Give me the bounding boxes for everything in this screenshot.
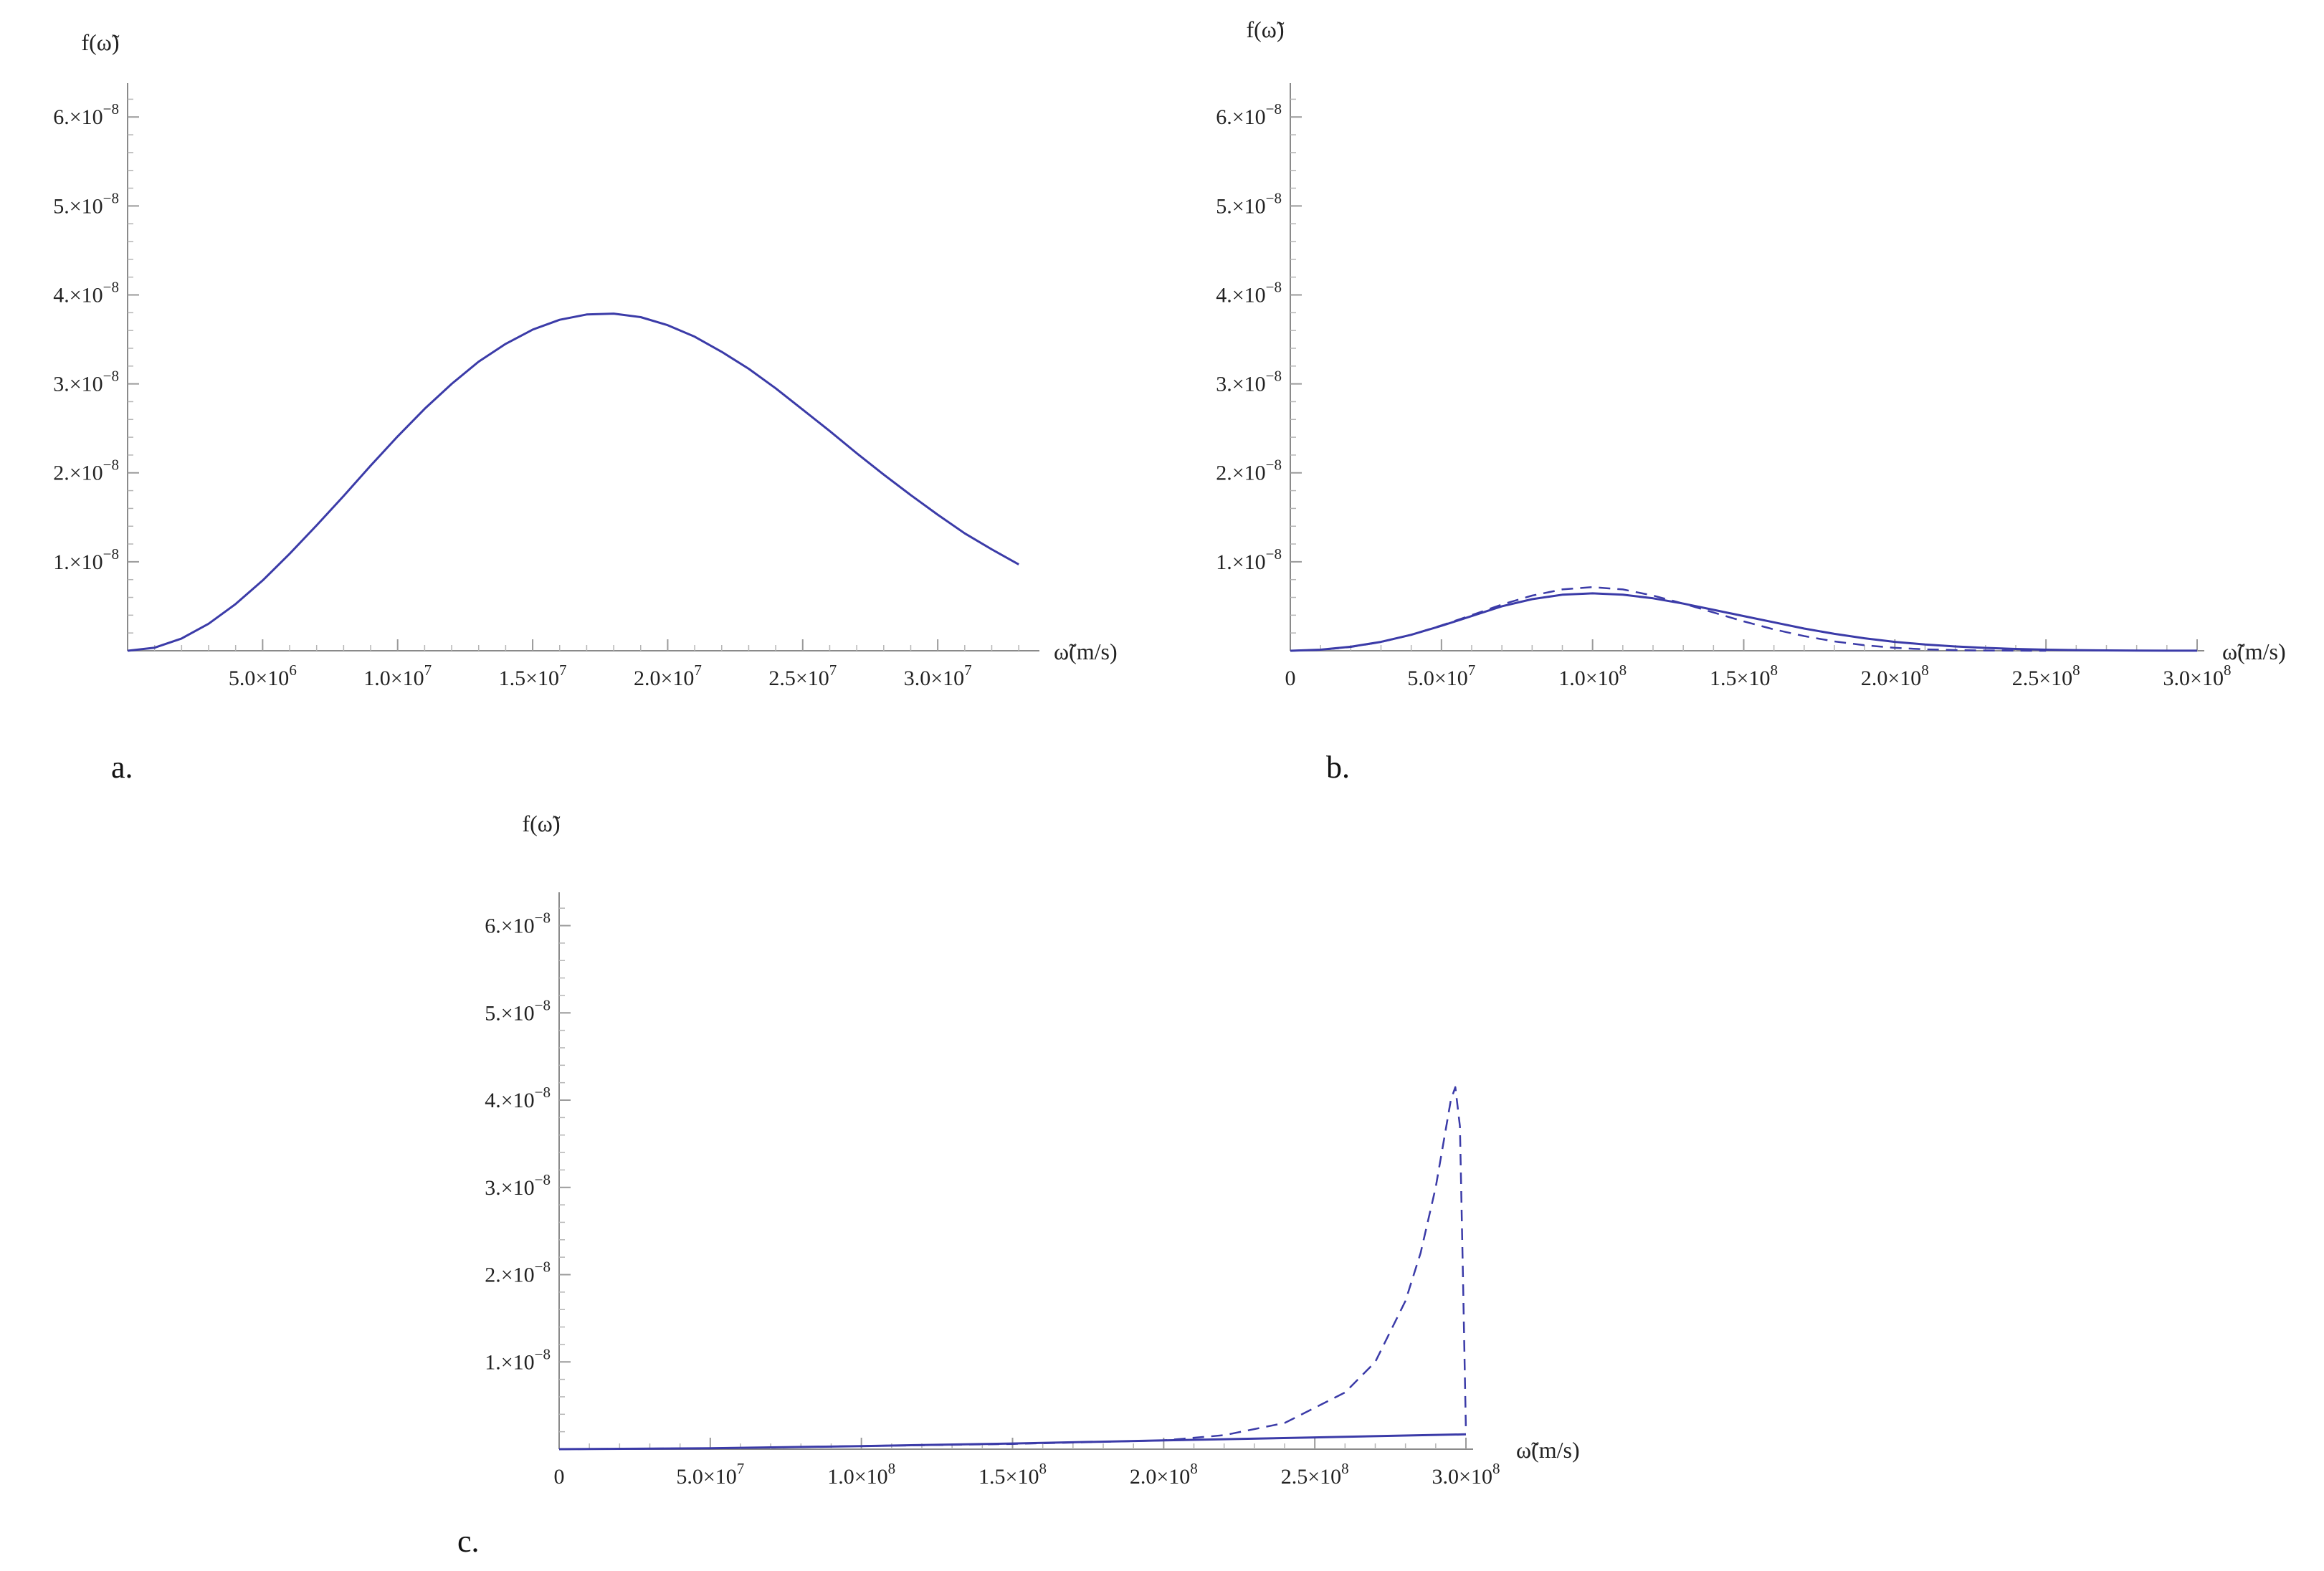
panel-label: c. [457, 1524, 480, 1559]
panel-label: a. [111, 750, 133, 785]
y-tick-label: 6.×10−8 [1216, 100, 1282, 129]
series-line-dashed [1290, 586, 2047, 652]
x-tick-label: 2.5×108 [2012, 662, 2080, 690]
series-line-solid [127, 312, 1019, 652]
y-axis-label: f(ω̃) [1246, 16, 1284, 42]
x-axis-label: ω̃(m/s) [2222, 639, 2286, 664]
y-tick-label: 3.×10−8 [53, 368, 119, 396]
x-tick-label: 3.0×108 [2163, 662, 2232, 690]
x-axis-label: ω̃(m/s) [1516, 1437, 1580, 1463]
x-tick-label: 1.0×107 [363, 662, 432, 690]
x-tick-label: 1.5×108 [1710, 662, 1778, 690]
x-tick-label: 2.0×108 [1861, 662, 1929, 690]
x-tick-label: 1.5×107 [499, 662, 567, 690]
chart-b: 1.×10−8 2.×10−8 3.×10−8 4.×10−8 5.×10−8 6.×10… [1216, 16, 2286, 785]
x-tick-label: 1.0×108 [1558, 662, 1627, 690]
x-tick-label: 3.0×108 [1432, 1460, 1500, 1489]
y-tick-label: 2.×10−8 [485, 1259, 551, 1287]
y-tick-label: 4.×10−8 [1216, 278, 1282, 307]
y-axis-label: f(ω̃) [522, 811, 560, 836]
y-tick-label: 5.×10−8 [485, 996, 551, 1025]
chart-c: 1.×10−8 2.×10−8 3.×10−8 4.×10−8 5.×10−8 6.×10… [457, 811, 1580, 1559]
y-tick-label: 6.×10−8 [53, 100, 119, 129]
y-axis-label: f(ω̃) [81, 29, 119, 55]
series-line-dashed [558, 1086, 1467, 1451]
x-tick-label: 1.0×108 [827, 1460, 895, 1489]
y-tick-label: 2.×10−8 [53, 457, 119, 485]
y-tick-label: 1.×10−8 [1216, 545, 1282, 574]
x-tick-label: 2.5×107 [768, 662, 837, 690]
x-tick-label: 2.0×107 [634, 662, 702, 690]
y-tick-label: 4.×10−8 [485, 1084, 551, 1112]
panel-label: b. [1326, 750, 1350, 785]
y-tick-label: 4.×10−8 [53, 278, 119, 307]
x-tick-label: 5.0×107 [1407, 662, 1475, 690]
x-tick-label: 5.0×106 [229, 662, 297, 690]
y-tick-label: 1.×10−8 [485, 1345, 551, 1374]
x-tick-label: 3.0×107 [904, 662, 972, 690]
y-tick-label: 2.×10−8 [1216, 457, 1282, 485]
x-tick-label: 2.0×108 [1130, 1460, 1198, 1489]
y-tick-label: 5.×10−8 [1216, 189, 1282, 218]
chart-a: 1.×10−8 2.×10−8 3.×10−8 4.×10−8 5.×10−8 6.×10… [53, 29, 1118, 785]
y-tick-label: 1.×10−8 [53, 545, 119, 574]
x-axis-label: ω̃(m/s) [1054, 639, 1118, 664]
x-tick-label: 2.5×108 [1281, 1460, 1349, 1489]
x-tick-label: 5.0×107 [676, 1460, 744, 1489]
y-tick-label: 5.×10−8 [53, 189, 119, 218]
x-tick-label: 1.5×108 [978, 1460, 1047, 1489]
y-tick-label: 3.×10−8 [1216, 368, 1282, 396]
x-tick-label: 0 [1285, 667, 1296, 690]
y-tick-label: 3.×10−8 [485, 1171, 551, 1200]
x-tick-label: 0 [554, 1465, 565, 1489]
y-tick-label: 6.×10−8 [485, 909, 551, 938]
